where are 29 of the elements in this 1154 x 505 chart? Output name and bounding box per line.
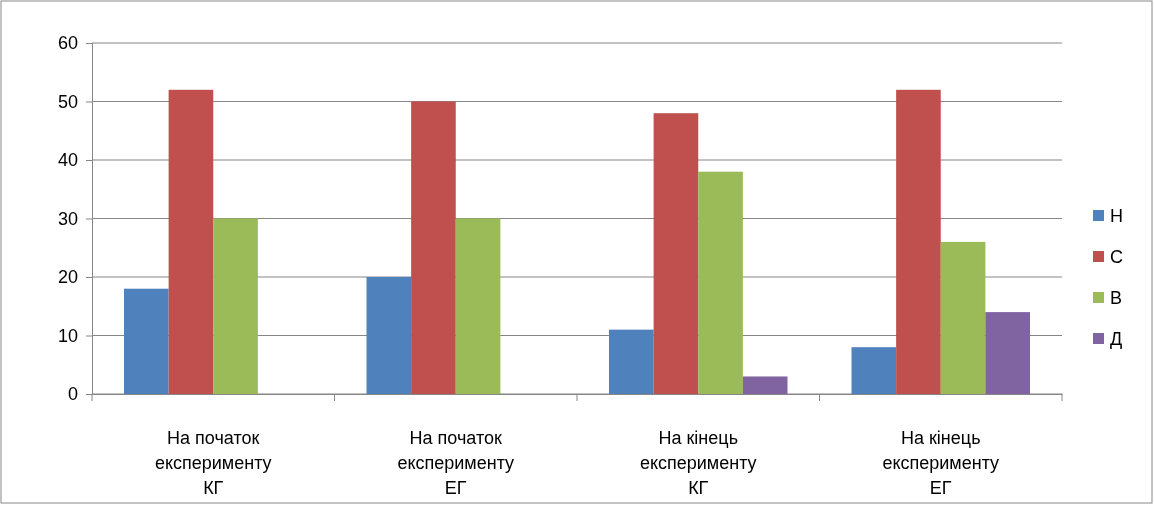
y-tick-label: 20 bbox=[57, 267, 78, 288]
x-tick-label: На кінець експерименту ЕГ bbox=[882, 428, 1000, 498]
bar bbox=[455, 218, 501, 394]
y-tick-label: 60 bbox=[57, 33, 78, 54]
bar bbox=[896, 89, 941, 394]
bar bbox=[940, 241, 986, 394]
y-tick-label: 50 bbox=[57, 91, 78, 112]
y-tick-label: 0 bbox=[67, 384, 78, 405]
x-tick-label: На кінець експерименту КГ bbox=[639, 428, 757, 498]
y-tick-label: 40 bbox=[57, 150, 78, 171]
bar bbox=[213, 218, 258, 394]
bar bbox=[653, 113, 699, 394]
bar bbox=[698, 171, 743, 394]
legend-label: С bbox=[1110, 247, 1123, 267]
legend-label: Н bbox=[1110, 206, 1123, 226]
bar bbox=[985, 312, 1030, 394]
y-tick-label: 10 bbox=[57, 325, 78, 346]
bar bbox=[609, 329, 654, 394]
bar bbox=[124, 288, 169, 394]
bar bbox=[742, 376, 788, 394]
bar bbox=[411, 101, 456, 394]
y-tick-label: 30 bbox=[57, 208, 78, 229]
legend-label: Д bbox=[1110, 329, 1123, 349]
bar bbox=[366, 277, 412, 394]
bar bbox=[851, 347, 897, 394]
bar bbox=[168, 89, 214, 394]
legend-label: В bbox=[1110, 288, 1123, 308]
x-tick-label: На початок експерименту КГ bbox=[154, 428, 272, 498]
x-tick-label: На початок експерименту ЕГ bbox=[397, 428, 515, 498]
